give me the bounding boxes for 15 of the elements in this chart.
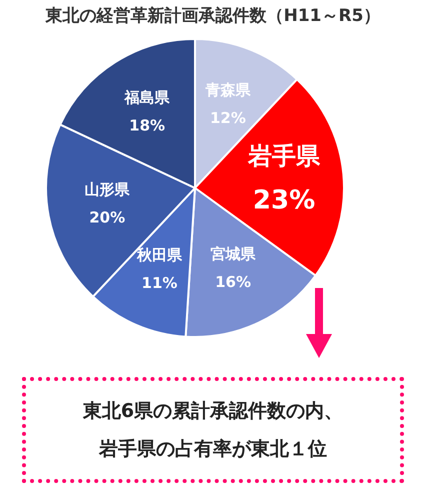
data-label: 16% — [215, 272, 252, 291]
data-label: 12% — [210, 108, 246, 127]
slice-label: 岩手県 — [247, 142, 322, 170]
slice-label: 秋田県 — [136, 246, 183, 264]
text: 岩手県の占有率が東北１位 — [99, 437, 327, 462]
data-label: 23% — [252, 185, 316, 216]
text: 東北6県の累計承認件数の内、 — [82, 399, 344, 424]
data-label: 18% — [129, 116, 166, 134]
slice-label: 宮城県 — [210, 244, 257, 263]
slice-label: 福島県 — [124, 88, 171, 106]
data-label: 11% — [142, 274, 178, 292]
slice-label: 青森県 — [204, 80, 252, 99]
slice-label: 山形県 — [84, 180, 131, 199]
data-label: 20% — [89, 208, 126, 227]
chart-title: 東北の経営革新計画承認件数（H11～R5） — [44, 5, 382, 27]
